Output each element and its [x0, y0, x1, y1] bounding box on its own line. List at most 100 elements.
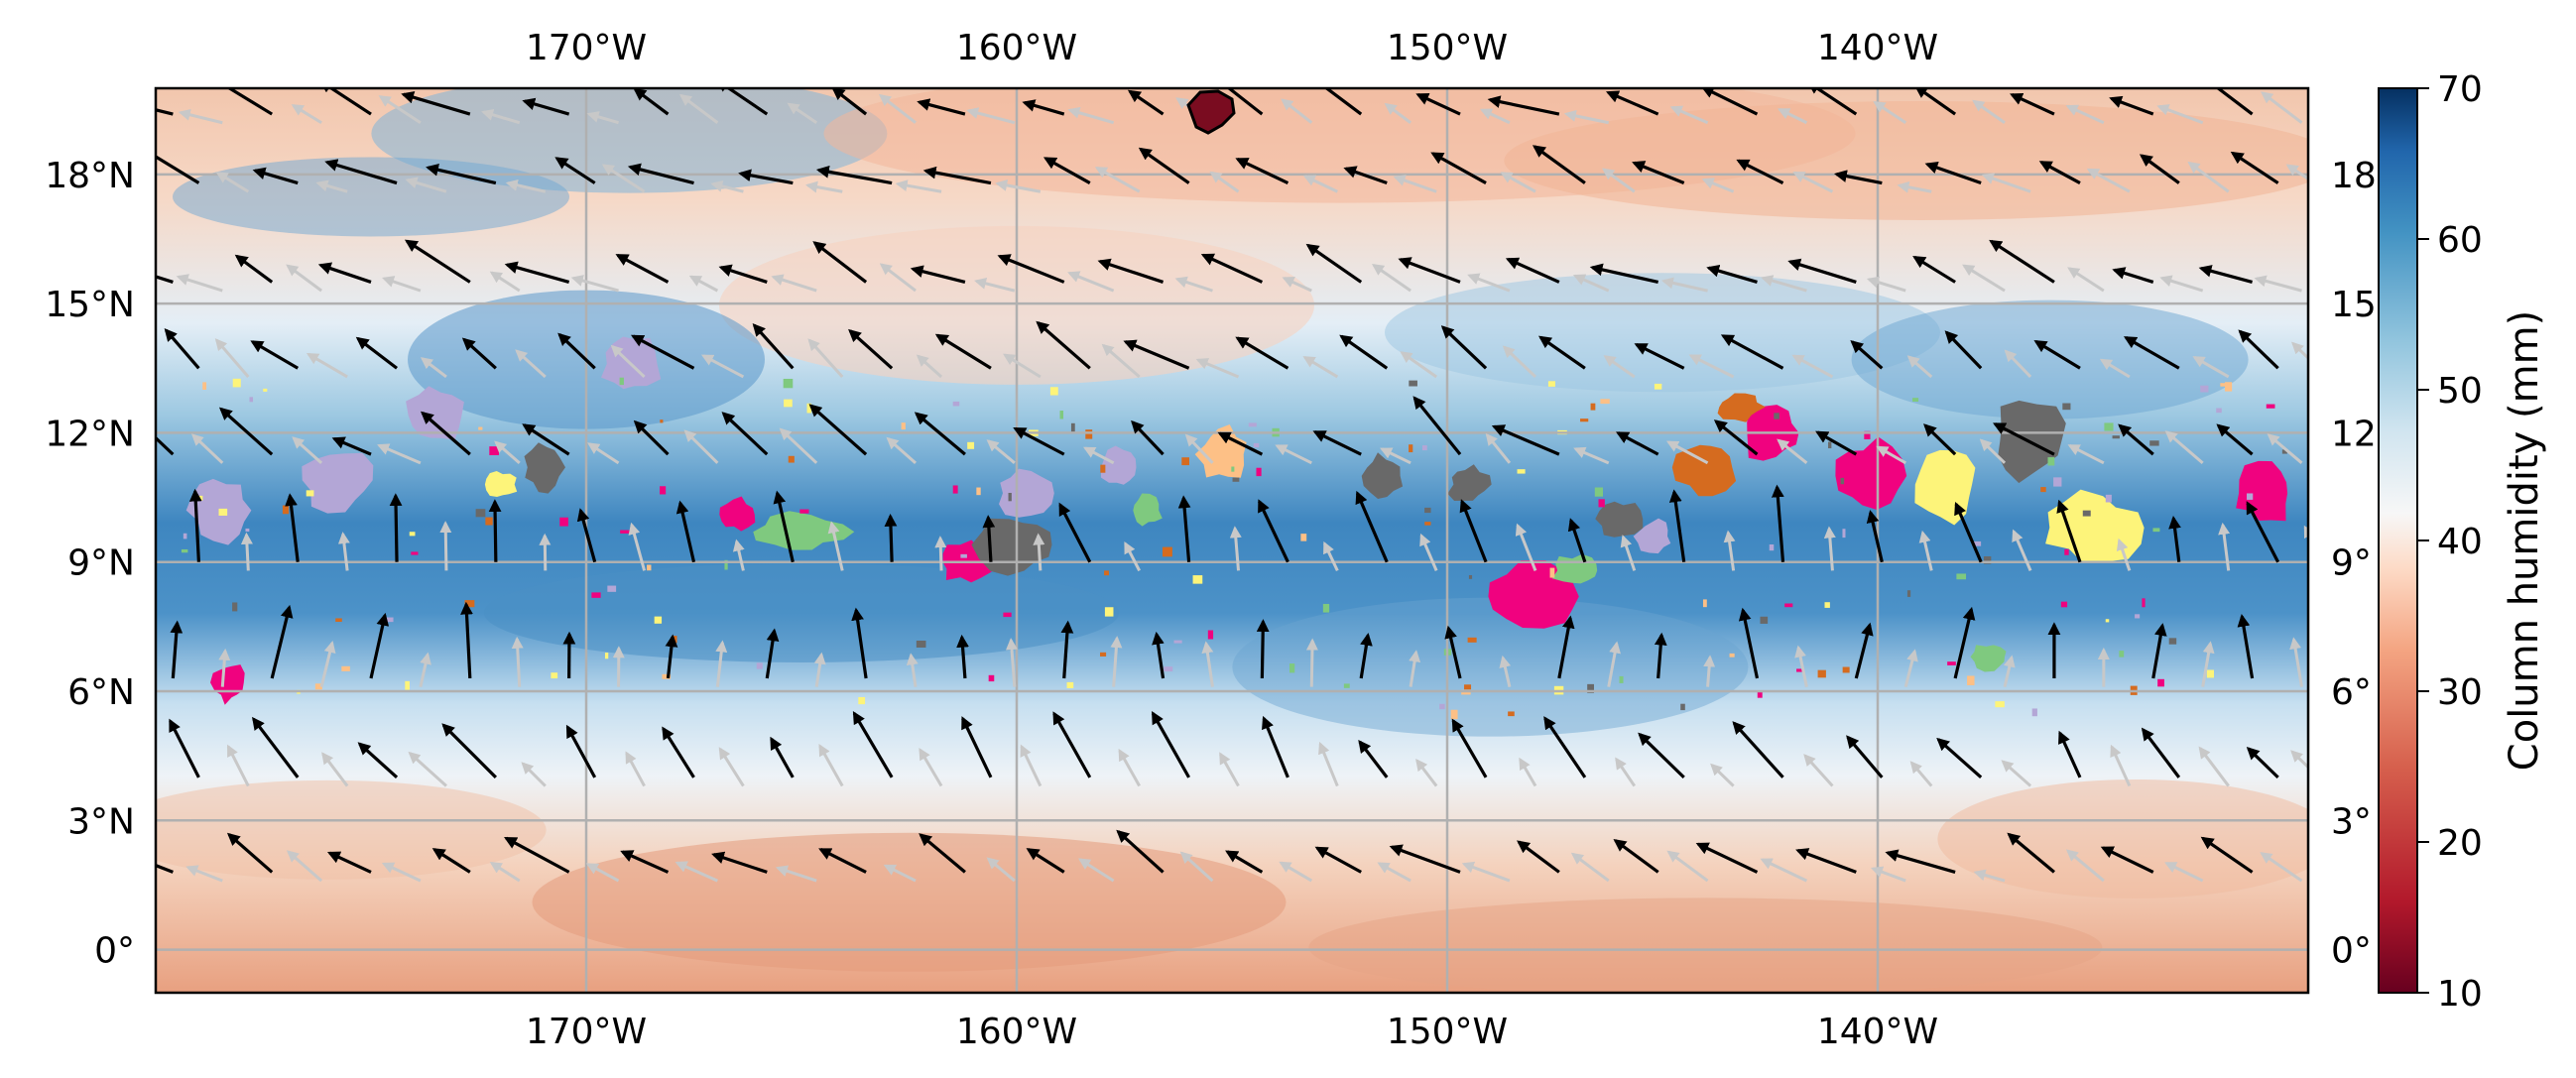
wind-arrow [1543, 716, 1587, 779]
background-wind-arrow [995, 179, 1042, 193]
wind-arrow [1912, 255, 1956, 284]
field-patch [532, 832, 1287, 972]
wind-arrow [718, 264, 768, 284]
background-wind-arrow [1110, 636, 1123, 687]
background-wind-arrow [1723, 530, 1736, 571]
cluster-speckle [1796, 668, 1804, 672]
wind-arrow [234, 254, 274, 284]
wind-arrow [1235, 158, 1289, 184]
wind-arrow [2109, 95, 2154, 116]
cluster-speckle [1289, 663, 1295, 673]
wind-arrow [1398, 257, 1461, 284]
longitude-label-bottom: 160°W [956, 1012, 1077, 1052]
wind-arrow [1358, 739, 1389, 779]
wind-arrow [1323, 88, 1363, 116]
cluster-speckle [1906, 590, 1911, 597]
background-wind-arrow [1380, 447, 1411, 465]
cluster-speckle [1956, 573, 1967, 580]
wind-arrow [1060, 620, 1074, 679]
background-wind-arrow [2110, 744, 2132, 787]
field-patch [156, 779, 547, 880]
cluster-speckle [976, 487, 981, 496]
background-wind-arrow [683, 429, 719, 464]
cluster-speckle [2247, 493, 2254, 500]
cluster-speckle [1619, 675, 1624, 683]
cluster-speckle [2281, 449, 2287, 454]
cluster-speckle [1947, 661, 1956, 665]
background-wind-arrow [1499, 655, 1512, 687]
wind-arrow [1613, 838, 1659, 874]
background-wind-arrow [1067, 106, 1115, 125]
wind-arrow [1127, 89, 1165, 116]
background-wind-arrow [1570, 852, 1610, 883]
background-wind-arrow [2065, 849, 2105, 883]
background-wind-arrow [1803, 754, 1834, 787]
cluster-speckle [2152, 528, 2160, 533]
longitude-label-bottom: 170°W [526, 1012, 647, 1052]
right-latitude-label: 12 [2331, 414, 2377, 454]
background-wind-arrow [489, 861, 521, 883]
background-wind-arrow [818, 743, 844, 787]
cluster-blob [1633, 518, 1671, 554]
latitude-label: 6°N [67, 672, 135, 713]
right-latitude-label: 6° [2331, 672, 2372, 713]
wind-arrow [522, 423, 570, 456]
cluster-speckle [183, 533, 187, 539]
wind-arrow [431, 848, 471, 874]
cluster-speckle [1164, 666, 1173, 672]
cluster-speckle [1598, 499, 1605, 508]
cluster-speckle [306, 490, 314, 497]
wind-arrow [504, 836, 570, 874]
cluster-speckle [1840, 477, 1845, 485]
wind-arrow [919, 833, 966, 874]
background-wind-arrow [1400, 351, 1438, 379]
wind-arrow [1720, 334, 1784, 370]
background-wind-arrow [701, 354, 745, 379]
background-wind-arrow [215, 172, 250, 193]
background-wind-arrow [521, 762, 547, 787]
wind-arrow [1616, 431, 1659, 456]
background-wind-arrow [1791, 354, 1834, 379]
wind-arrow [630, 334, 695, 370]
cluster-speckle [1424, 507, 1431, 514]
cluster-speckle [282, 505, 290, 515]
background-wind-arrow [1703, 655, 1716, 687]
wind-arrow [1589, 263, 1659, 284]
colorbar-tick-label: 50 [2437, 371, 2483, 412]
cluster-speckle [1774, 413, 1779, 419]
wind-arrow [1885, 849, 1956, 874]
background-wind-arrow [2187, 161, 2230, 193]
background-wind-arrow [787, 102, 818, 124]
background-wind-arrow [2116, 538, 2132, 571]
cluster-speckle [1059, 411, 1064, 419]
cluster-speckle [2053, 477, 2062, 487]
background-wind-arrow [1615, 757, 1637, 787]
colorbar-bar [2378, 87, 2418, 994]
background-wind-arrow [1972, 99, 2006, 124]
wind-arrow [1700, 88, 1759, 116]
wind-arrow [1459, 499, 1488, 563]
background-wind-arrow [1371, 263, 1411, 293]
wind-arrow [1654, 632, 1667, 679]
wind-arrow [848, 328, 894, 370]
wind-arrow [1505, 257, 1560, 284]
cluster-speckle [232, 602, 238, 612]
longitude-labels: 170°W 170°W 160°W 160°W 150°W 150°W 140°W 140°W [526, 28, 1938, 1052]
wind-arrow [1954, 501, 1983, 563]
background-wind-arrow [2067, 443, 2105, 465]
wind-arrow [1415, 92, 1461, 116]
background-wind-arrow [732, 539, 745, 571]
cluster-speckle [654, 616, 663, 624]
wind-arrow [1444, 625, 1462, 679]
cluster-blob [524, 442, 565, 494]
wind-arrow [576, 508, 597, 563]
wind-arrow [1013, 426, 1065, 456]
wind-arrow [1924, 161, 1982, 185]
cluster-blob [484, 471, 518, 497]
wind-arrow [1226, 88, 1264, 116]
background-wind-arrow [1660, 277, 1708, 293]
background-wind-arrow [710, 180, 744, 193]
background-wind-arrow [586, 111, 619, 125]
cluster-speckle [620, 530, 630, 534]
wind-arrow [318, 88, 372, 116]
